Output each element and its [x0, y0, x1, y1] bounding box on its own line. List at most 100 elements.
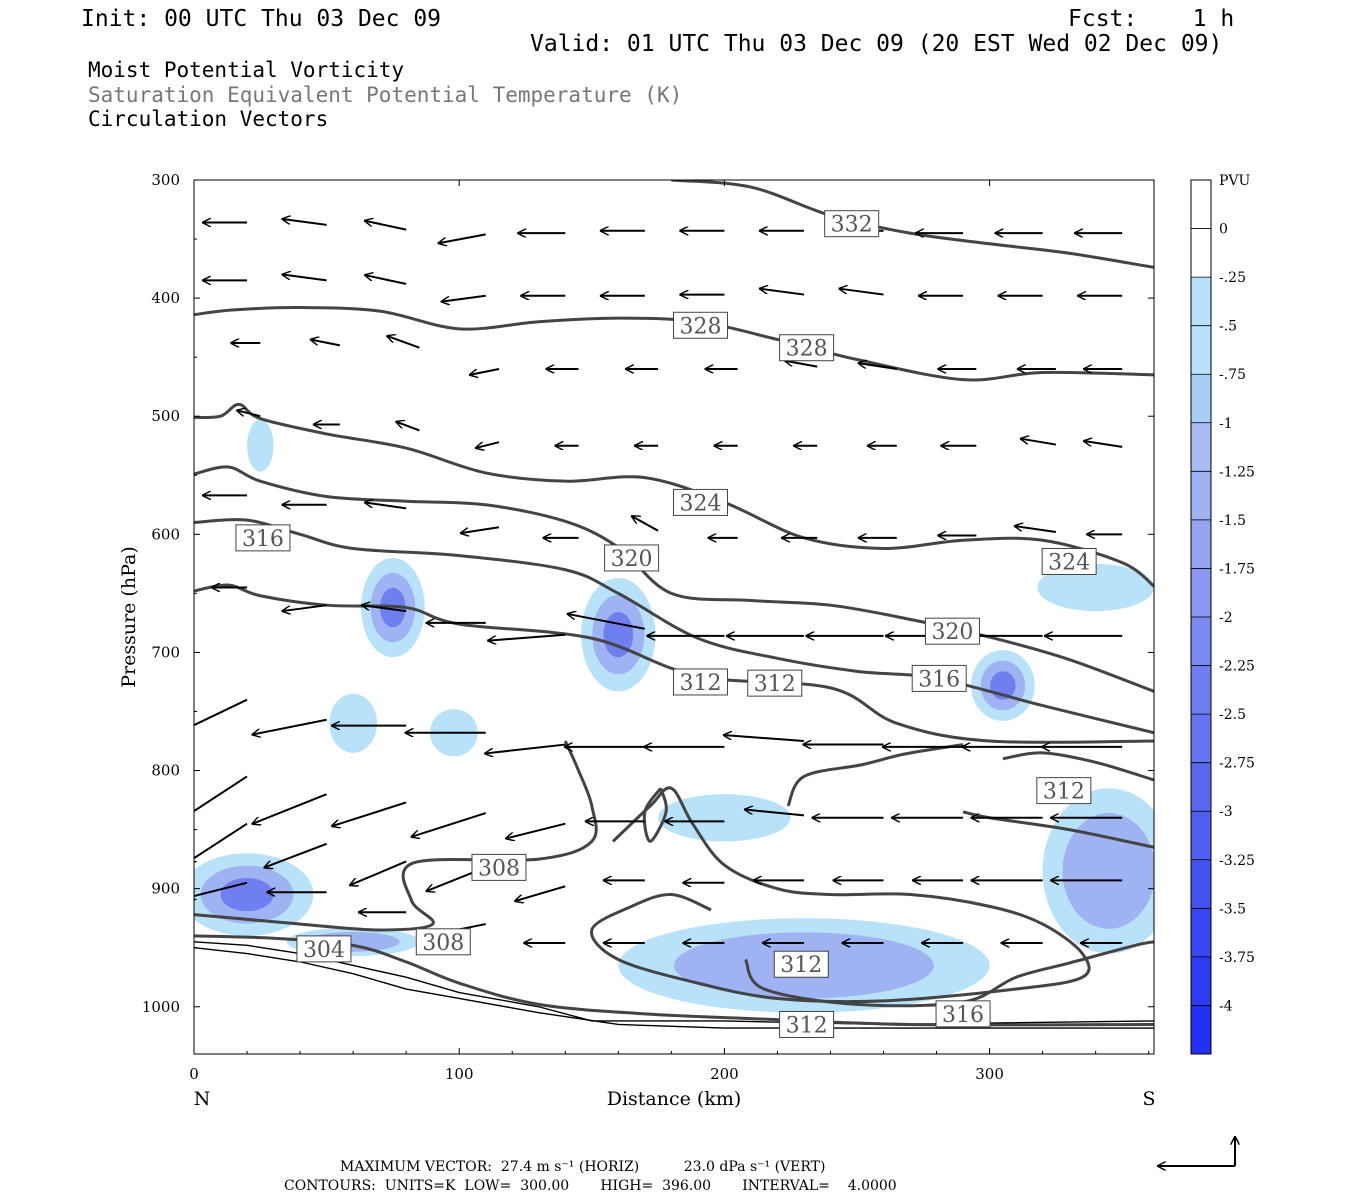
- circulation-vector-50: [364, 502, 407, 510]
- isentrope-328: [194, 306, 1154, 382]
- plot-frame: [193, 179, 1155, 1055]
- circulation-vector-46: [1020, 439, 1057, 446]
- contour-label-10: 312: [680, 671, 722, 696]
- isentrope-332: [671, 180, 1154, 269]
- colorbar-label-14: -3.5: [1219, 901, 1246, 917]
- colorbar-label-13: -3.25: [1219, 853, 1255, 869]
- colorbar-swatch-4: [1191, 374, 1211, 424]
- contour-segment-5: [786, 743, 964, 807]
- y-tick-label-1: 400: [151, 289, 180, 307]
- y-tick-label-3: 600: [151, 525, 180, 543]
- circulation-vector-3: [438, 233, 486, 243]
- circulation-vector-27: [469, 367, 500, 375]
- x-tick-label-2: 200: [710, 1065, 739, 1083]
- x-tick-label-1: 100: [445, 1065, 474, 1083]
- contour-label-17: 304: [303, 938, 345, 963]
- contour-label-box-7: [235, 524, 291, 552]
- contour-label-box-14: [779, 1010, 835, 1038]
- contour-label-box-10: [673, 668, 729, 696]
- pv-blob-2-level-2: [603, 612, 634, 658]
- contour-label-box-5: [604, 544, 660, 572]
- contour-label-box-13: [773, 950, 829, 978]
- contour-label-box-12: [1036, 777, 1092, 805]
- x-tick-label-0: 0: [189, 1065, 199, 1083]
- y-tick-label-7: 1000: [142, 998, 180, 1016]
- circulation-vector-86: [331, 801, 407, 826]
- circulation-vector-32: [858, 363, 897, 370]
- contour-label-box-1: [673, 311, 729, 339]
- south-label: S: [1142, 1088, 1155, 1110]
- pv-blob-7-level-0: [658, 794, 791, 842]
- y-tick-label-5: 800: [151, 762, 180, 780]
- contour-label-12: 312: [1043, 780, 1085, 805]
- y-tick-label-6: 900: [151, 880, 180, 898]
- circulation-vector-51: [460, 526, 500, 533]
- colorbar-swatch-8: [1191, 568, 1211, 618]
- contour-segment-7: [1002, 751, 1154, 782]
- colorbar-swatch-15: [1191, 908, 1211, 958]
- contour-label-box-9: [935, 1000, 991, 1028]
- colorbar-label-10: -2.5: [1219, 707, 1246, 723]
- init-time: Init: 00 UTC Thu 03 Dec 09: [81, 6, 442, 32]
- colorbar-unit: PVU: [1219, 173, 1251, 189]
- colorbar-swatch-17: [1191, 1005, 1211, 1055]
- contour-label-box-3: [673, 488, 729, 516]
- contour-label-box-6: [924, 617, 980, 645]
- colorbar-swatch-10: [1191, 665, 1211, 715]
- circulation-vector-96: [194, 822, 248, 863]
- colorbar-swatch-2: [1191, 277, 1211, 327]
- contour-label-13: 312: [780, 953, 822, 978]
- contour-label-box-4: [1041, 547, 1097, 575]
- y-axis-label: Pressure (hPa): [118, 546, 140, 688]
- contour-label-16: 308: [422, 931, 464, 956]
- circulation-vector-79: [723, 735, 805, 743]
- isentrope-312: [194, 583, 1154, 744]
- colorbar-swatch-13: [1191, 811, 1211, 861]
- circulation-vector-88: [505, 822, 566, 839]
- circulation-vector-73: [252, 718, 327, 735]
- contour-label-box-15: [471, 853, 527, 881]
- colorbar-label-5: -1.25: [1219, 464, 1255, 480]
- contour-label-3: 324: [680, 491, 722, 516]
- circulation-vector-64: [487, 633, 566, 641]
- contour-label-9: 316: [942, 1003, 984, 1028]
- circulation-vector-25: [310, 339, 341, 347]
- circulation-vector-76: [484, 743, 566, 754]
- circulation-vector-36: [236, 410, 261, 418]
- circulation-vector-72: [194, 698, 248, 727]
- contour-label-6: 320: [931, 620, 973, 645]
- circulation-vector-1: [282, 219, 327, 226]
- contour-label-15: 308: [478, 856, 520, 881]
- contour-label-box-16: [415, 928, 471, 956]
- y-tick-label-4: 700: [151, 643, 180, 661]
- contour-segment-4: [642, 787, 668, 843]
- circulation-vector-97: [264, 842, 327, 868]
- contour-label-box-11: [747, 669, 803, 697]
- x-tick-label-3: 300: [975, 1065, 1004, 1083]
- colorbar-label-3: -.75: [1219, 367, 1246, 383]
- colorbar-swatch-6: [1191, 471, 1211, 521]
- colorbar-label-7: -1.75: [1219, 561, 1255, 577]
- contour-label-8: 316: [918, 667, 960, 692]
- colorbar-label-0: 0: [1219, 222, 1228, 238]
- colorbar-label-8: -2: [1219, 610, 1233, 626]
- colorbar-swatch-5: [1191, 422, 1211, 472]
- terrain-line-0: [194, 947, 1154, 1029]
- forecast-hour: Fcst: 1 h: [1068, 6, 1235, 32]
- colorbar-swatch-11: [1191, 714, 1211, 764]
- colorbar-label-16: -4: [1219, 998, 1233, 1014]
- circulation-vector-62: [361, 605, 407, 613]
- circulation-vector-38: [395, 421, 420, 432]
- circulation-vector-87: [411, 812, 487, 837]
- contours-note: CONTOURS: UNITS=K LOW= 300.00 HIGH= 396.…: [284, 1178, 897, 1194]
- contour-label-box-0: [824, 210, 880, 238]
- circulation-vector-84: [194, 775, 248, 813]
- contour-label-2: 328: [786, 337, 828, 362]
- colorbar-swatch-0: [1191, 180, 1211, 230]
- contour-label-7: 316: [242, 527, 284, 552]
- contour-label-box-8: [911, 664, 967, 692]
- contour-label-5: 320: [611, 547, 653, 572]
- contour-segment-3: [590, 786, 1091, 1004]
- colorbar-label-1: -.25: [1219, 270, 1246, 286]
